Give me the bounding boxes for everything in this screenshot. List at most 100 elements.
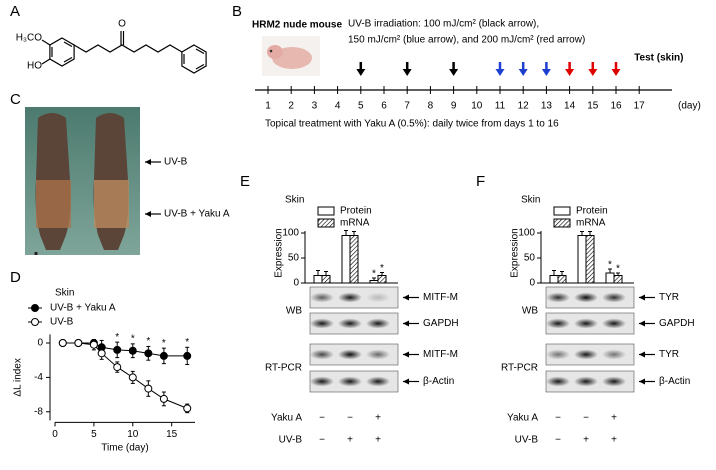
day-label: 6: [381, 101, 387, 112]
pointer-head: [639, 351, 645, 358]
condition-label: UV-B: [279, 435, 303, 446]
data-point: [113, 345, 122, 354]
x-tick-label: 5: [91, 429, 97, 440]
x-tick-label: 10: [127, 429, 139, 440]
data-point: [159, 394, 168, 403]
bar: [613, 275, 623, 284]
panel-label: B: [232, 3, 242, 20]
chart-title: Skin: [521, 195, 540, 206]
data-point: [159, 351, 168, 360]
legend-swatch: [317, 206, 335, 216]
pointer-head: [403, 378, 409, 385]
day-unit: (day): [678, 101, 701, 112]
significance-mark: *: [185, 337, 189, 348]
uv-arrow: [402, 62, 412, 76]
blot-band: [574, 318, 598, 329]
bar: [557, 275, 567, 284]
condition-sign: −: [319, 413, 325, 424]
uv-arrow-head: [588, 69, 598, 76]
blot-band: [546, 349, 570, 360]
bar: [585, 235, 595, 284]
data-point: [97, 349, 106, 358]
panel-label: A: [10, 3, 20, 20]
uv-arrow: [356, 62, 366, 76]
condition-sign: −: [583, 413, 589, 424]
uv-arrow-head: [495, 69, 505, 76]
pointer-head: [145, 159, 151, 165]
y-tick-label: 50: [288, 253, 300, 264]
blot-band: [602, 349, 626, 360]
condition-sign: +: [375, 435, 381, 446]
y-axis-label: Expression: [510, 228, 521, 277]
y-tick-label: 50: [524, 253, 536, 264]
pointer-head: [403, 294, 409, 301]
blot-band: [366, 292, 390, 303]
data-point: [58, 339, 67, 347]
bar: [605, 272, 615, 284]
substituent-label: HO: [27, 61, 42, 72]
blot-band: [366, 318, 390, 329]
uv-arrow-head: [356, 69, 366, 76]
bar: [341, 235, 351, 284]
photo-label: UV-B: [164, 157, 188, 168]
method-label: WB: [522, 306, 538, 317]
y-axis-label: ΔL index: [13, 358, 24, 397]
panel-label: C: [10, 91, 21, 108]
mouse-photo: [262, 36, 320, 76]
uv-arrow: [541, 62, 551, 76]
day-label: 13: [541, 101, 553, 112]
band-label: GAPDH: [423, 318, 459, 329]
legend-label: UV-B + Yaku A: [50, 303, 116, 314]
legend-label: Protein: [576, 206, 608, 217]
band-label: β-Actin: [423, 376, 454, 387]
y-tick-label: -4: [34, 372, 43, 383]
significance-mark: *: [146, 336, 150, 347]
uv-arrow-head: [565, 69, 575, 76]
irradiation-text: UV-B irradiation: 100 mJ/cm² (black arro…: [348, 19, 539, 30]
day-label: 9: [451, 101, 457, 112]
uv-arrow: [588, 62, 598, 76]
day-label: 8: [428, 101, 434, 112]
condition-label: Yaku A: [507, 413, 538, 424]
bar: [377, 275, 387, 284]
bar: [577, 235, 587, 284]
x-tick-label: 0: [52, 429, 58, 440]
uv-arrow: [611, 62, 621, 76]
data-point: [183, 404, 192, 413]
bar: [349, 235, 359, 284]
day-label: 11: [495, 101, 506, 112]
panel-label: F: [476, 173, 485, 190]
significance-mark: *: [380, 263, 384, 274]
method-label: RT-PCR: [265, 363, 302, 374]
day-label: 4: [335, 101, 341, 112]
bar: [369, 280, 379, 284]
legend-label: Protein: [340, 206, 372, 217]
pointer-head: [403, 351, 409, 358]
pointer-head: [403, 320, 409, 327]
day-label: 14: [564, 101, 576, 112]
condition-sign: +: [611, 413, 617, 424]
y-tick-label: 0: [293, 278, 299, 289]
legend-swatch: [317, 218, 335, 228]
day-label: 16: [610, 101, 622, 112]
data-point: [74, 339, 83, 347]
blot-band: [310, 318, 334, 329]
significance-mark: *: [115, 332, 119, 343]
blot-band: [546, 318, 570, 329]
treatment-text: Topical treatment with Yaku A (0.5%): da…: [265, 119, 559, 130]
data-point: [144, 384, 153, 393]
pointer-head: [145, 211, 151, 217]
band-label: TYR: [659, 292, 679, 303]
legend-label: mRNA: [576, 218, 606, 229]
day-label: 12: [518, 101, 530, 112]
significance-mark: *: [608, 260, 612, 271]
day-label: 7: [404, 101, 410, 112]
blot-band: [366, 349, 390, 360]
condition-sign: +: [347, 435, 353, 446]
condition-sign: −: [347, 413, 353, 424]
blot-band: [546, 376, 570, 387]
band-label: MITF-M: [423, 349, 458, 360]
x-axis-label: Time (day): [101, 443, 148, 454]
